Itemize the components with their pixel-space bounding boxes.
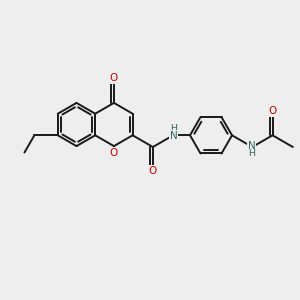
Text: H: H <box>170 124 177 133</box>
Text: N: N <box>248 141 256 152</box>
Text: O: O <box>268 106 277 116</box>
Text: H: H <box>248 149 255 158</box>
Text: O: O <box>110 148 118 158</box>
Text: O: O <box>110 73 118 83</box>
Text: O: O <box>149 166 157 176</box>
Text: N: N <box>170 131 178 141</box>
